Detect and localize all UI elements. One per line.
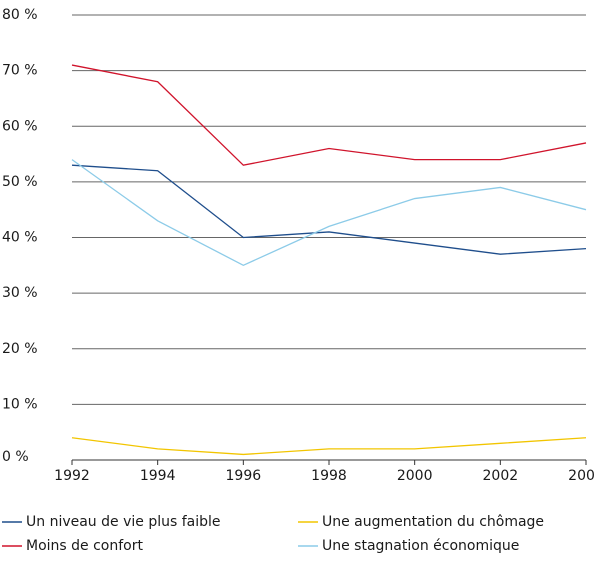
series-line xyxy=(71,164,587,255)
y-tick-label: 10 % xyxy=(2,396,38,412)
x-tick-label: 2000 xyxy=(397,468,433,484)
x-tick-label: 1996 xyxy=(226,468,262,484)
y-tick-label: 0 % xyxy=(2,449,29,465)
series-line xyxy=(71,159,587,267)
y-tick-label: 70 % xyxy=(2,63,38,79)
legend-label: Moins de confort xyxy=(26,538,143,554)
x-tick-label: 2002 xyxy=(483,468,519,484)
y-tick-label: 20 % xyxy=(2,341,38,357)
x-tick-label: 1992 xyxy=(54,468,90,484)
y-tick-label: 60 % xyxy=(2,118,38,134)
legend-label: Une augmentation du chômage xyxy=(322,514,544,530)
y-tick-label: 30 % xyxy=(2,285,38,301)
y-tick-label: 50 % xyxy=(2,174,38,190)
y-tick-label: 40 % xyxy=(2,230,38,246)
y-tick-label: 80 % xyxy=(2,7,38,23)
x-tick-label: 1994 xyxy=(140,468,176,484)
legend-label: Un niveau de vie plus faible xyxy=(26,514,221,530)
legend-label: Une stagnation économique xyxy=(322,538,519,554)
x-tick-label: 1998 xyxy=(311,468,347,484)
x-tick-label: 2004 xyxy=(568,468,594,484)
series-line xyxy=(71,64,587,166)
series-line xyxy=(71,437,587,456)
